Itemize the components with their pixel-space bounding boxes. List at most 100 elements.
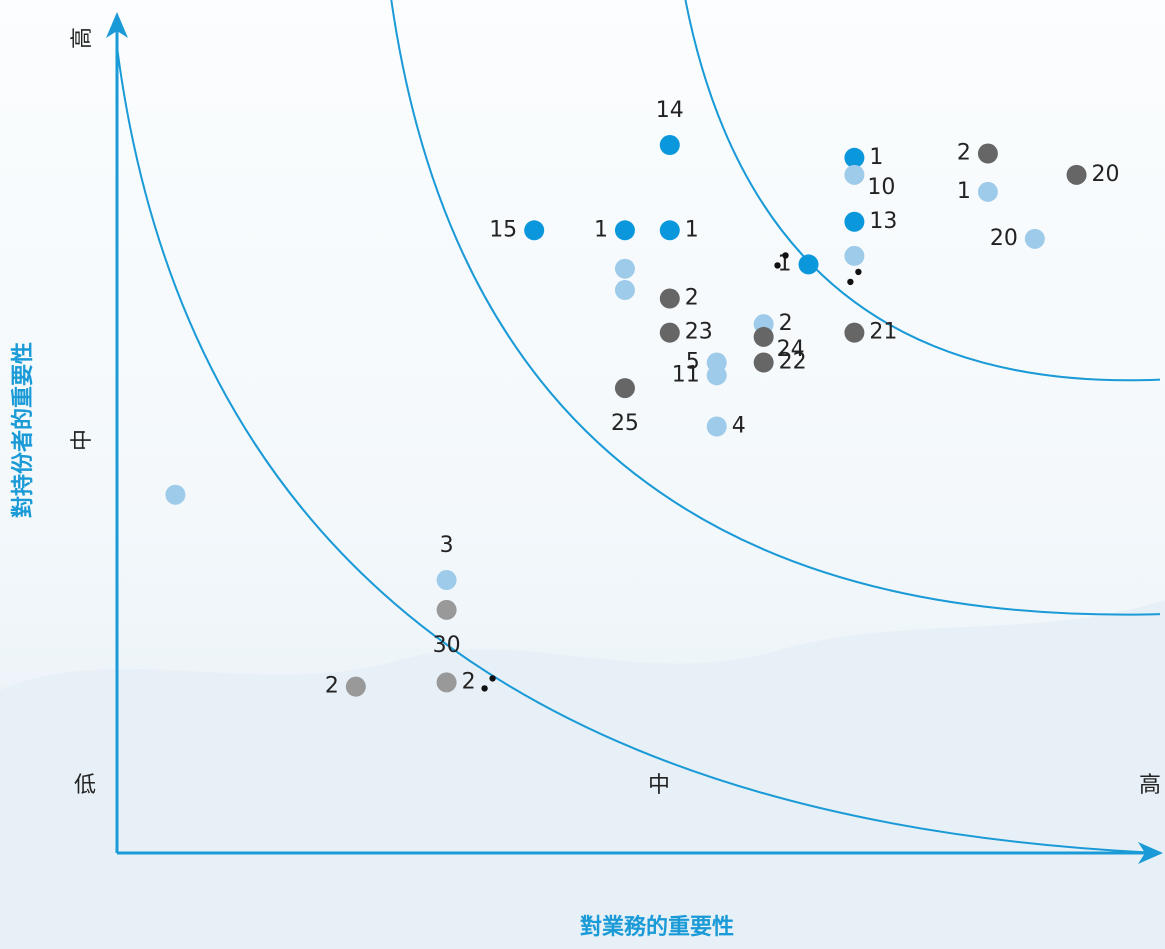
data-point: [614, 280, 635, 301]
point-marker: [977, 143, 998, 164]
point-label: 3: [440, 533, 454, 558]
point-marker: [659, 135, 680, 156]
curve-boundary-high: [684, 0, 1161, 382]
point-marker: [977, 181, 998, 202]
point-marker: [436, 599, 457, 620]
axes: [106, 12, 1163, 864]
data-point: 2: [325, 674, 366, 699]
point-label: 25: [611, 411, 639, 436]
point-marker: [436, 570, 457, 591]
point-label: 21: [869, 320, 897, 345]
data-point: 3: [436, 533, 457, 591]
data-point: 1: [957, 179, 998, 204]
point-marker: [798, 254, 819, 275]
point-label: 23: [685, 320, 713, 345]
data-point: 4: [706, 414, 746, 439]
y-axis-title: 對持份者的重要性: [10, 342, 36, 518]
point-label: 1: [869, 145, 883, 170]
point-marker: [1066, 164, 1087, 185]
point-marker: [844, 147, 865, 168]
point-label: 1: [957, 179, 971, 204]
point-label: 30: [433, 633, 461, 658]
point-marker: [706, 416, 727, 437]
point-label: 2: [462, 669, 476, 694]
background-hills: [0, 600, 1165, 949]
point-marker: [659, 220, 680, 241]
point-marker: [844, 245, 865, 266]
point-marker: [753, 326, 774, 347]
data-point: 1: [774, 251, 819, 276]
point-marker: [165, 484, 186, 505]
point-label: 24: [777, 337, 805, 362]
point-marker: [659, 288, 680, 309]
point-marker: [524, 220, 545, 241]
data-point: 20: [990, 226, 1045, 251]
x-tick-low: 低: [74, 773, 96, 798]
footnote-marker-dot: [774, 262, 781, 269]
data-point: 20: [1066, 162, 1120, 187]
footnote-marker-dot: [481, 685, 488, 692]
data-point: [165, 484, 186, 505]
data-point: 1: [844, 145, 883, 170]
curves-layer: [116, 0, 1161, 854]
point-marker: [614, 280, 635, 301]
data-point: 24: [753, 326, 805, 362]
curve-boundary-mid: [390, 0, 1161, 616]
point-label: 2: [957, 141, 971, 166]
point-label: 20: [990, 226, 1018, 251]
point-marker: [844, 164, 865, 185]
data-point: 23: [659, 320, 713, 345]
footnote-marker-dot: [782, 252, 789, 259]
data-point: 25: [611, 378, 639, 436]
data-point: [614, 258, 635, 279]
data-point: 1: [594, 217, 635, 242]
data-point: 10: [844, 164, 895, 200]
point-label: 1: [685, 217, 699, 242]
point-label: 22: [779, 350, 807, 375]
point-label: 1: [594, 217, 608, 242]
point-label: 20: [1092, 162, 1120, 187]
point-label: 11: [672, 362, 700, 387]
y-tick-high: 高: [70, 27, 95, 49]
point-marker: [753, 352, 774, 373]
point-marker: [659, 322, 680, 343]
footnote-marker-dot: [489, 675, 496, 682]
x-axis-title: 對業務的重要性: [580, 914, 734, 940]
curve-boundary-low: [116, 46, 1161, 854]
point-label: 13: [869, 209, 897, 234]
point-marker: [614, 258, 635, 279]
data-point: 21: [844, 320, 897, 345]
data-point: 15: [489, 217, 545, 242]
x-tick-mid: 中: [648, 773, 670, 798]
point-marker: [1024, 228, 1045, 249]
y-tick-mid: 中: [70, 429, 95, 451]
point-label: 5: [686, 350, 700, 375]
data-point: [844, 245, 865, 286]
data-point: 2: [957, 141, 998, 166]
point-label: 4: [732, 414, 746, 439]
point-label: 10: [867, 175, 895, 200]
data-point: 2: [659, 286, 699, 311]
data-point: 13: [844, 209, 897, 234]
point-marker: [614, 220, 635, 241]
footnote-marker-dot: [855, 268, 862, 276]
point-label: 15: [489, 217, 517, 242]
point-label: 1: [778, 251, 792, 276]
data-point: 11: [672, 362, 727, 387]
y-axis-arrow-icon: [106, 12, 128, 38]
data-point: 2: [436, 669, 496, 694]
point-marker: [706, 365, 727, 386]
point-marker: [844, 322, 865, 343]
point-marker: [614, 378, 635, 399]
x-axis-arrow-icon: [1138, 842, 1163, 864]
point-label: 2: [325, 674, 339, 699]
data-point: 1: [659, 217, 699, 242]
point-label: 2: [685, 286, 699, 311]
footnote-marker-dot: [847, 278, 854, 286]
point-marker: [345, 676, 366, 697]
x-tick-high: 高: [1139, 773, 1161, 798]
point-marker: [436, 672, 457, 693]
point-marker: [844, 211, 865, 232]
